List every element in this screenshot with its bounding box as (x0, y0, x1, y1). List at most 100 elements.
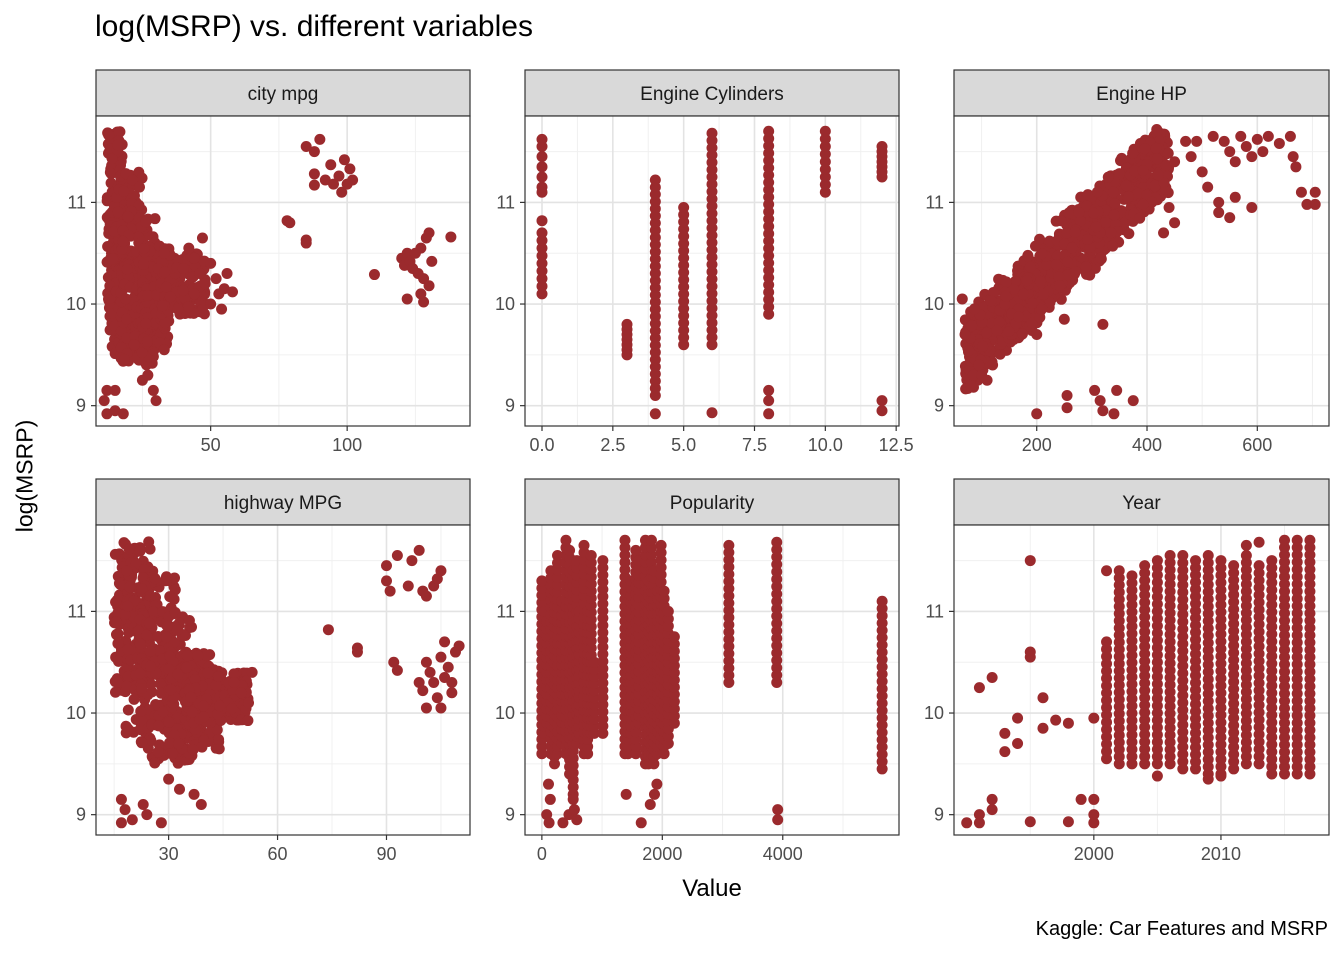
data-point (1109, 197, 1121, 209)
data-point (1088, 817, 1100, 829)
data-point (987, 286, 999, 298)
data-point (536, 215, 548, 227)
data-point (181, 662, 193, 674)
data-point (195, 799, 207, 811)
data-point (1151, 153, 1163, 165)
data-point (1196, 166, 1208, 178)
data-point (1003, 326, 1015, 338)
data-point (314, 133, 326, 145)
data-point (966, 320, 978, 332)
data-point (144, 645, 156, 657)
data-point (1097, 405, 1109, 417)
data-point (205, 298, 217, 310)
data-point (122, 704, 134, 716)
data-point (542, 778, 554, 790)
data-point (188, 288, 200, 300)
data-point (1137, 165, 1149, 177)
data-point (300, 140, 312, 152)
data-point (109, 686, 121, 698)
data-point (1295, 186, 1307, 198)
facet-panel: Engine HP 200 400 600 9 10 11 (924, 69, 1330, 455)
data-point (956, 293, 968, 305)
data-point (210, 680, 222, 692)
data-point (1012, 738, 1024, 750)
panel-border (95, 115, 471, 427)
data-point (446, 687, 458, 699)
data-point (226, 286, 238, 298)
data-point (536, 288, 548, 300)
data-point (192, 650, 204, 662)
data-point (107, 253, 119, 265)
data-point (1070, 266, 1082, 278)
data-point (144, 660, 156, 672)
x-tick-label: 600 (1242, 435, 1272, 455)
data-point (1190, 555, 1202, 567)
data-point (648, 788, 660, 800)
data-point (152, 746, 164, 758)
data-point (155, 817, 167, 829)
data-point (336, 186, 348, 198)
points-layer (536, 534, 888, 829)
data-point (228, 668, 240, 680)
data-point (1137, 198, 1149, 210)
data-point (999, 746, 1011, 758)
data-point (1053, 271, 1065, 283)
data-point (177, 262, 189, 274)
data-point (649, 408, 661, 420)
data-point (999, 727, 1011, 739)
x-tick-label: 400 (1132, 435, 1162, 455)
data-point (351, 642, 363, 654)
data-point (536, 250, 548, 262)
data-point (121, 263, 133, 275)
data-point (138, 243, 150, 255)
data-point (117, 235, 129, 247)
data-point (536, 242, 548, 254)
data-point (118, 185, 130, 197)
data-point (1027, 298, 1039, 310)
data-point (1000, 276, 1012, 288)
data-point (284, 217, 296, 229)
data-point (1129, 165, 1141, 177)
data-point (134, 638, 146, 650)
data-point (308, 168, 320, 180)
data-point (1215, 770, 1227, 782)
y-tick-label: 10 (495, 294, 515, 314)
data-point (1304, 534, 1316, 546)
data-point (819, 163, 831, 175)
panel-border (953, 524, 1330, 836)
data-point (560, 534, 572, 546)
data-point (420, 702, 432, 714)
data-point (1213, 207, 1225, 219)
data-point (819, 148, 831, 160)
data-point (1139, 560, 1151, 572)
x-tick-label: 90 (376, 844, 396, 864)
data-point (1185, 151, 1197, 163)
data-point (134, 545, 146, 557)
data-point (876, 395, 888, 407)
data-point (141, 629, 153, 641)
data-point (1158, 176, 1170, 188)
data-point (380, 560, 392, 572)
data-point (152, 630, 164, 642)
data-point (196, 741, 208, 753)
data-point (536, 280, 548, 292)
data-point (578, 539, 590, 551)
data-point (109, 548, 121, 560)
data-point (763, 395, 775, 407)
data-point (968, 303, 980, 315)
data-point (1152, 169, 1164, 181)
data-point (635, 817, 647, 829)
data-point (163, 716, 175, 728)
points-layer (961, 534, 1316, 829)
data-point (1036, 248, 1048, 260)
data-point (172, 668, 184, 680)
x-tick-label: 5.0 (671, 435, 696, 455)
data-point (140, 216, 152, 228)
data-point (1090, 221, 1102, 233)
data-point (115, 793, 127, 805)
data-point (1309, 198, 1321, 210)
data-point (1021, 275, 1033, 287)
x-tick-label: 4000 (763, 844, 803, 864)
data-point (658, 585, 670, 597)
data-point (536, 235, 548, 247)
